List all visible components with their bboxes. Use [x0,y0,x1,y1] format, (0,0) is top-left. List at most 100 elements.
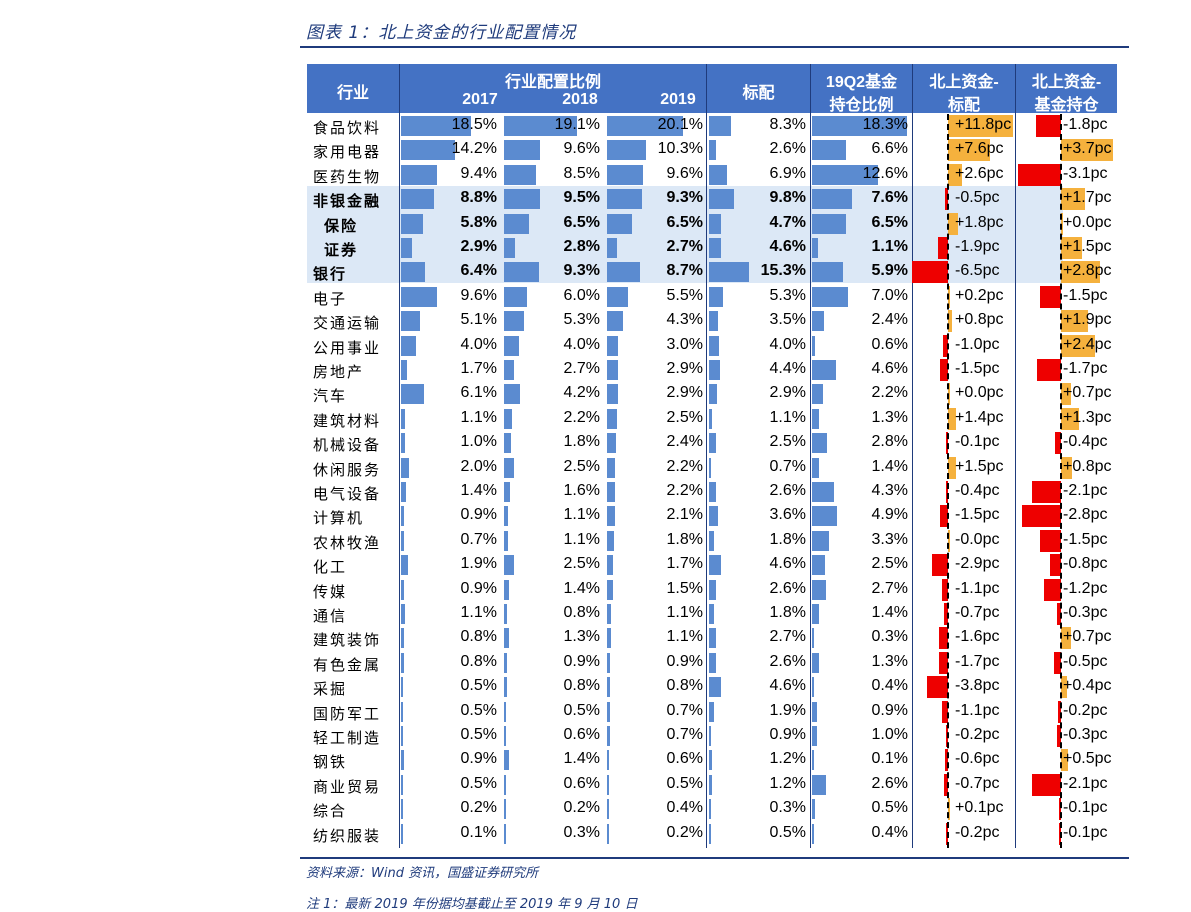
value-bar [812,482,835,502]
value-bar [504,701,506,722]
industry-label: 钢铁 [313,753,348,772]
difference-bar [939,627,948,650]
value-cell: 0.9% [460,506,497,524]
figure-caption: 图表 1：北上资金的行业配置情况 [306,23,577,43]
difference-value: -0.7pc [955,774,1000,792]
column-separator [1015,64,1016,848]
industry-label: 食品饮料 [313,119,382,137]
difference-value: +0.2pc [955,286,1004,304]
value-cell: 0.1% [460,823,497,841]
header-allocation-cell: 行业配置比例 2017 2018 2019 [400,64,706,113]
bottom-rule [300,857,1129,859]
value-bar [709,604,714,624]
difference-bar [944,773,948,796]
value-bar [401,262,426,283]
value-cell: 2.6% [769,652,806,670]
table-row: 建筑材料 1.1% 2.2% 2.5% 1.1% 1.3% +1.4pc +1.3pc [0,407,1191,431]
value-cell: 0.2% [563,799,600,817]
value-cell: 1.3% [563,628,600,646]
value-bar [812,750,814,771]
table-row: 电子 9.6% 6.0% 5.5% 5.3% 7.0% +0.2pc -1.5pc [0,285,1191,309]
table-row: 综合 0.2% 0.2% 0.4% 0.3% 0.5% +0.1pc -0.1pc [0,797,1191,821]
value-bar [812,189,852,210]
value-cell: 0.7% [460,530,497,548]
top-rule [300,46,1129,48]
difference-bar [942,334,948,357]
nb-bench-zero-axis [947,114,949,848]
value-cell: 9.6% [666,164,703,182]
table-row: 非银金融 8.8% 9.5% 9.3% 9.8% 7.6% -0.5pc +1.7pc [0,187,1191,211]
value-cell: 0.5% [871,799,908,817]
value-cell: 2.6% [769,579,806,597]
difference-value: -1.7pc [1063,360,1108,377]
difference-value: +0.7pc [1063,384,1112,402]
difference-value: +1.5pc [1063,238,1112,255]
value-bar [401,774,403,795]
difference-value: +1.3pc [1063,408,1112,426]
value-cell: 5.3% [563,311,600,329]
value-bar [504,677,508,698]
difference-value: -0.1pc [955,433,1000,451]
difference-value: +0.7pc [1063,628,1112,646]
difference-value: -0.3pc [1063,604,1108,621]
value-cell: 5.8% [460,213,497,231]
difference-bar [944,603,948,625]
value-bar [709,189,735,210]
value-cell: 3.6% [769,506,806,524]
value-bar [709,628,717,649]
industry-label: 化工 [313,558,348,577]
table-row: 机械设备 1.0% 1.8% 2.4% 2.5% 2.8% -0.1pc -0.4pc [0,431,1191,455]
value-cell: 0.5% [460,774,497,792]
difference-value: +0.0pc [1063,213,1112,231]
difference-value: -0.5pc [1063,652,1108,670]
value-bar [401,238,413,258]
difference-value: -1.1pc [955,701,1000,719]
difference-value: +11.8pc [955,116,1012,133]
difference-bar [1056,725,1061,747]
value-cell: 1.9% [460,555,497,573]
value-cell: 0.9% [460,579,497,597]
difference-bar [938,651,948,674]
header-benchmark-cell: 标配 [707,64,810,113]
industry-label: 非银金融 [313,192,382,211]
value-cell: 2.2% [666,482,703,499]
value-bar [401,433,405,454]
value-cell: 2.7% [769,628,806,646]
value-bar [607,457,616,478]
value-cell: 0.1% [871,750,908,768]
value-bar [607,116,684,136]
industry-label: 轻工制造 [313,729,382,747]
difference-bar [948,212,958,235]
value-bar [504,750,510,771]
difference-bar [941,578,948,601]
difference-value: +1.7pc [1063,189,1112,207]
value-bar [401,701,403,722]
difference-value: -0.8pc [1063,555,1108,573]
difference-value: +0.0pc [955,384,1004,402]
value-cell: 0.5% [563,701,600,719]
industry-label: 建筑材料 [313,411,382,430]
value-cell: 1.8% [769,604,806,621]
difference-value: -0.4pc [1063,433,1108,451]
value-bar [607,530,614,551]
header-nb-fund-cell: 北上资金- 基金持仓 [1016,64,1117,114]
value-bar [607,677,611,698]
industry-label: 证券 [324,241,359,259]
value-bar [607,262,641,283]
value-bar [504,238,515,258]
difference-bar [937,237,948,259]
value-bar [709,701,714,722]
value-bar [607,750,610,771]
difference-value: +1.5pc [955,457,1004,475]
value-bar [401,384,425,405]
value-cell: 2.9% [460,238,497,255]
value-bar [401,286,438,307]
value-bar [709,433,716,454]
industry-label: 计算机 [313,509,365,528]
difference-bar [1061,237,1082,259]
value-bar [401,726,403,746]
value-cell: 1.4% [563,750,600,768]
value-bar [401,652,405,673]
difference-bar [939,359,948,381]
industry-label: 保险 [324,216,359,235]
